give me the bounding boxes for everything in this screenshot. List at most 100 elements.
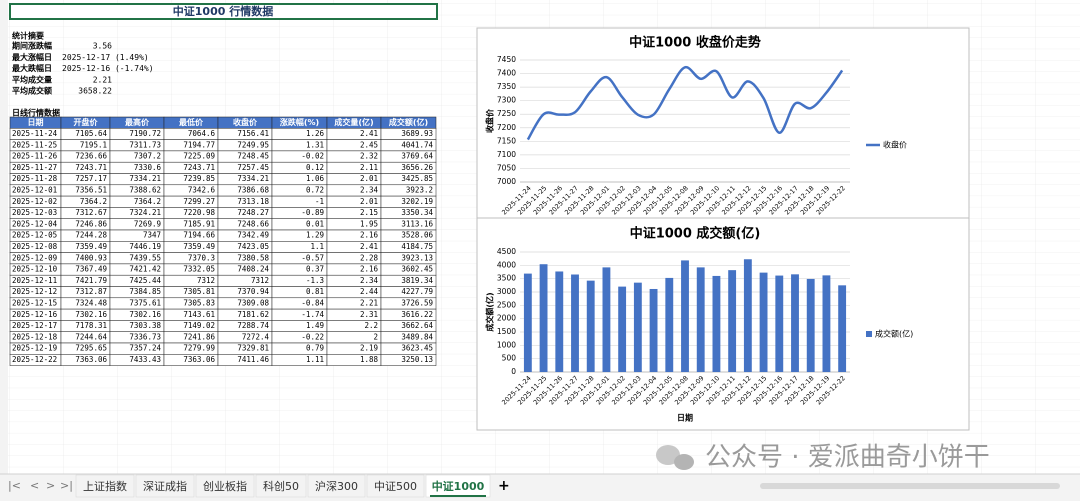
title-cell[interactable] [9,3,438,20]
y-tick-label: 7150 [497,136,516,145]
summary-label: 平均成交额 [12,86,52,96]
cell-value: 1.1 [310,242,324,251]
cell-value: 2.32 [360,152,378,161]
bar [728,270,737,372]
cell-value: 2025-12-18 [12,332,58,341]
cell-value: 0.79 [306,344,324,353]
cell-value: 7307.2 [134,152,161,161]
cell-value: 7194.66 [183,231,215,240]
cell-value: 2.19 [360,344,378,353]
cell-value: 7363.06 [183,355,215,364]
watermark: 公众号 · 爱派曲奇小饼干 [656,443,990,473]
cell-value: 2.01 [360,174,378,183]
cell-value: 7342.49 [237,231,269,240]
cell-value: 2025-11-26 [12,152,58,161]
sheet-tab[interactable] [195,474,255,498]
cell-value: 3656.26 [401,163,433,172]
add-sheet[interactable]: + [498,478,510,494]
cell-value: 2025-12-04 [12,219,58,228]
nav-prev[interactable]: < [30,479,39,492]
watermark-text: 公众号 · 爱派曲奇小饼干 [705,443,990,473]
cell-value: 2025-12-22 [12,355,57,364]
sheet-title: 中证1000 行情数据 [173,4,273,18]
cell-value: 2025-12-09 [12,253,57,262]
cell-value: -1.3 [306,276,324,285]
bar [822,275,831,372]
cell-value: 7257.17 [75,174,107,183]
cell-value: 7246.86 [75,219,107,228]
cell-value: 7380.58 [237,253,269,262]
sheet-tab[interactable] [307,474,366,498]
cell-value: 7248.45 [237,152,269,161]
y-tick-label: 3500 [497,274,516,283]
sheet-tab[interactable] [75,474,135,498]
cell-value: 7269.9 [134,219,161,228]
nav-first[interactable]: |< [8,479,21,492]
column-header: 收盘价 [233,117,258,127]
cell-value: 7241.86 [183,332,215,341]
cell-value: -0.84 [301,298,324,307]
cell-value: 7411.46 [237,355,269,364]
cell-value: 0.37 [306,265,324,274]
cell-value: 3726.59 [401,298,433,307]
cell-value: 2025-12-15 [12,298,57,307]
sheet-tab[interactable] [255,474,307,498]
bar [791,274,799,372]
summary-label: 最大跌幅日 [12,63,52,73]
cell-value: 4184.75 [401,242,433,251]
y-tick-label: 7400 [497,69,516,78]
cell-value: 7334.21 [237,174,269,183]
bar [665,277,674,372]
cell-value: 2025-11-24 [12,129,58,138]
summary-heading: 统计摘要 [12,31,44,41]
cell-value: 7324.48 [75,298,107,307]
wechat-icon [674,454,694,470]
sheet-tab-label: 沪深300 [315,479,358,493]
cell-value: 2.2 [364,321,378,330]
cell-value: 1.49 [306,321,324,330]
cell-value: 7248.27 [237,208,269,217]
cell-value: 2025-12-08 [12,242,58,251]
cell-value: 3202.19 [401,197,433,206]
sheet-tab-label: 深证成指 [143,479,187,493]
cell-value: 7446.19 [129,242,161,251]
cell-value: -1 [315,197,324,206]
bar [586,280,595,372]
bar [602,267,611,372]
bar [618,286,627,372]
cell-value: 7303.38 [129,321,161,330]
cell-value: 2025-12-12 [12,287,57,296]
legend-label: 收盘价 [883,140,907,150]
row-header-strip [0,0,8,474]
summary-label: 最大涨幅日 [12,52,52,62]
cell-value: 7332.05 [183,265,215,274]
bar [555,271,564,372]
scrollbar[interactable] [760,483,1060,489]
cell-value: 3623.45 [401,344,433,353]
cell-value: 2.15 [360,208,378,217]
sheet-tab[interactable] [135,474,195,498]
cell-value: 2025-12-02 [12,197,57,206]
wechat-icon [656,445,680,465]
cell-value: 2025-12-05 [12,231,57,240]
cell-value: 7388.62 [129,185,161,194]
cell-value: 7178.31 [75,321,107,330]
cell-value: 7329.81 [237,344,269,353]
cell-value: 3819.34 [401,276,433,285]
nav-last[interactable]: >| [60,479,73,492]
sheet-tab[interactable] [366,474,425,498]
nav-next[interactable]: > [46,479,55,492]
chart-title: 中证1000 成交额(亿) [630,226,761,242]
cell-value: 7305.83 [183,298,215,307]
cell-value: 7244.28 [75,231,107,240]
cell-value: 7367.49 [75,265,107,274]
cell-value: 0.81 [306,287,324,296]
cell-value: 2025-12-16 [12,310,58,319]
cell-value: 7225.09 [183,152,215,161]
y-tick-label: 1500 [497,327,516,336]
cell-value: 7309.08 [237,298,269,307]
cell-value: 7143.61 [183,310,215,319]
cell-value: 3250.13 [401,355,433,364]
cell-value: 7421.42 [129,265,161,274]
